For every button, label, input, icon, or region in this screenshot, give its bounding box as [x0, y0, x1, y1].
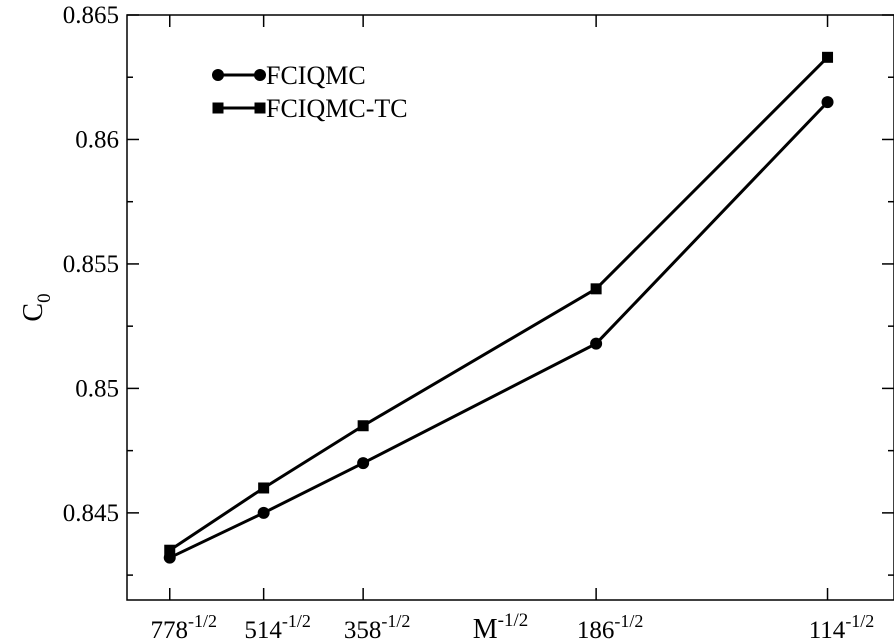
data-point: [258, 482, 270, 494]
x-tick-label: 114-1/2: [809, 611, 875, 643]
plot-frame: [126, 14, 894, 601]
legend-label: FCIQMC-TC: [266, 94, 408, 123]
series-line-1: [168, 56, 829, 552]
data-point: [590, 283, 602, 295]
legend: FCIQMC FCIQMC-TC: [212, 61, 408, 123]
x-axis-ticks: 778-1/2 514-1/2 358-1/2 186-1/2 114-1/2: [150, 15, 874, 643]
y-tick-label: 0.85: [75, 375, 119, 402]
legend-marker: [212, 102, 224, 114]
y-tick-label: 0.865: [63, 2, 119, 29]
data-point: [821, 96, 834, 109]
y-tick-label: 0.86: [75, 126, 119, 153]
data-point: [822, 51, 834, 63]
x-tick-label: 778-1/2: [150, 611, 217, 643]
data-point: [357, 457, 370, 470]
x-tick-label: 186-1/2: [577, 611, 644, 643]
data-point: [590, 337, 603, 350]
y-axis-label: C0: [18, 293, 55, 321]
legend-marker: [254, 69, 266, 81]
legend-marker: [212, 69, 224, 81]
x-tick-label: 514-1/2: [244, 611, 311, 643]
y-tick-label: 0.855: [63, 251, 119, 278]
data-point: [257, 506, 270, 519]
x-tick-label: 358-1/2: [344, 611, 411, 643]
data-point: [164, 544, 176, 556]
data-point: [357, 420, 369, 432]
series-layer: [163, 51, 834, 564]
legend-label: FCIQMC: [266, 61, 366, 90]
y-axis-ticks: 0.845 0.85 0.855 0.86 0.865: [63, 2, 894, 576]
y-tick-label: 0.845: [63, 500, 119, 527]
legend-marker: [254, 102, 266, 114]
x-axis-label: M-1/2: [473, 610, 529, 643]
